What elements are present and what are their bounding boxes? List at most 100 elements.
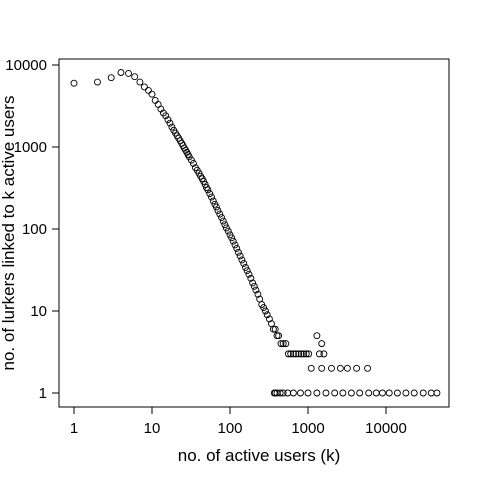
data-point [252,286,260,294]
data-point [219,217,227,225]
data-point [300,350,308,358]
data-point [148,90,156,98]
data-point [336,364,344,372]
data-point [221,221,229,229]
data-point [304,389,312,397]
data-point [307,364,315,372]
data-point [214,207,222,214]
data-point [249,279,257,287]
data-point [343,364,351,372]
data-point [276,389,284,397]
data-point [151,96,159,104]
data-point [140,83,148,91]
plot-frame [58,58,450,408]
x-tick-label: 1000 [291,420,324,437]
data-point [229,237,237,245]
data-point [242,263,249,271]
data-point [250,282,258,290]
data-point [284,350,292,358]
data-point [238,256,246,264]
data-point [322,389,330,397]
data-point [282,340,290,348]
data-point [339,389,347,397]
data-point [260,304,268,312]
data-point [262,307,269,315]
x-axis-title: no. of active users (k) [178,446,341,465]
data-point [331,389,339,397]
x-axis: 1 10 100 1000 10000 [70,407,407,437]
data-point [185,153,193,161]
data-point [393,389,401,397]
data-point [144,86,152,94]
data-point [204,186,212,194]
x-tick-label: 10000 [365,420,407,437]
data-point [240,260,248,267]
data-point [222,224,230,232]
data-points [70,69,441,397]
data-point [269,325,277,333]
data-point [271,389,279,397]
x-tick-label: 100 [217,420,242,437]
y-axis: 1 10 100 1000 10000 [5,57,59,402]
data-point [243,267,251,275]
data-point [402,389,410,397]
data-point [212,203,220,211]
data-point [347,389,355,397]
data-point [287,350,295,358]
data-point [162,112,170,120]
data-point [271,325,279,333]
data-point [201,180,209,188]
data-point [305,350,313,358]
data-point [166,119,174,127]
data-point [245,270,253,278]
data-point [131,73,139,81]
data-point [318,340,326,348]
data-point [378,389,386,397]
data-point [313,389,321,397]
data-point [231,241,239,249]
data-point [410,389,418,397]
data-point [328,364,335,372]
data-point [125,69,132,77]
data-point [296,389,304,397]
data-point [356,389,364,397]
y-tick-label: 1 [39,385,47,402]
data-point [136,78,144,86]
data-point [233,244,241,252]
x-tick-label: 1 [70,420,78,437]
data-point [427,389,435,397]
y-tick-label: 100 [22,221,47,238]
data-point [419,389,427,397]
data-point [228,234,236,242]
data-point [289,389,297,397]
data-point [365,389,373,397]
data-point [364,364,371,372]
data-point [275,332,283,340]
data-point [164,116,172,124]
data-point [433,389,441,397]
data-point [353,364,361,372]
data-point [247,274,255,282]
data-point [224,227,232,235]
data-point [107,74,115,82]
data-point [208,193,215,201]
data-point [385,389,393,397]
data-point [279,389,287,397]
data-point [236,252,244,260]
data-point [315,350,323,358]
data-point [94,78,101,86]
x-tick-label: 10 [144,420,161,437]
data-point [254,290,262,298]
data-point [292,350,300,358]
data-point [70,79,78,87]
data-point [289,350,297,358]
data-point [234,248,242,256]
y-tick-label: 10000 [5,57,47,74]
data-point [318,364,326,372]
data-point [117,69,125,76]
data-point [302,350,310,358]
y-tick-label: 10 [30,303,47,320]
data-point [284,389,292,397]
data-point [277,340,285,348]
data-point [295,350,303,358]
